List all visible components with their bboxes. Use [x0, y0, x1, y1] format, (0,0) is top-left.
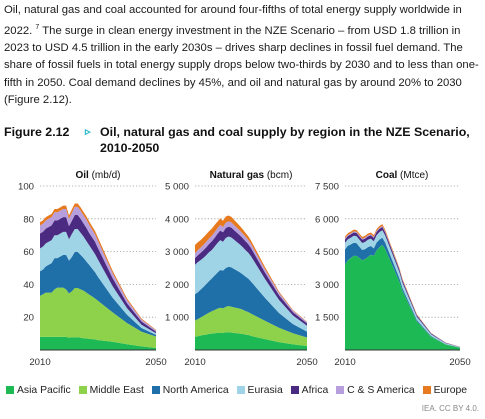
charts-panel: 20 40 60 80 100 2010 2050 Oil (mb/d) 1 000 2 000 3…	[18, 170, 471, 368]
figure-arrow-icon: ▹	[85, 126, 91, 138]
legend-item-middle-east: Middle East	[78, 385, 144, 396]
legend-label: Middle East	[89, 385, 144, 396]
y-tick-label: 1 500	[315, 313, 339, 324]
chart-title-name: Coal	[376, 170, 398, 181]
area-africa	[195, 226, 307, 326]
legend-item-cs-america: C & S America	[336, 385, 415, 396]
y-tick-label: 40	[23, 280, 34, 291]
area-africa	[40, 215, 156, 334]
chart-natural-gas: 1 000 2 000 3 000 4 000 5 000 2010 2050 Natural…	[165, 170, 318, 368]
legend-swatch	[290, 386, 299, 394]
paragraph-text-rest: The surge in clean energy investment in …	[4, 24, 479, 106]
y-tick-label: 7 500	[315, 182, 339, 193]
x-tick-label: 2010	[29, 357, 50, 368]
legend-item-asia-pacific: Asia Pacific	[6, 385, 71, 396]
legend-item-europe: Europe	[422, 385, 468, 396]
legend-label: Eurasia	[247, 385, 283, 396]
footnote-ref[interactable]: 7	[35, 24, 40, 32]
chart-title-name: Oil	[75, 170, 89, 181]
y-tick-label: 100	[18, 182, 34, 193]
legend-label: Africa	[301, 385, 329, 396]
x-tick-label: 2010	[184, 357, 205, 368]
y-tick-label: 4 000	[165, 214, 189, 225]
y-tick-label: 80	[23, 214, 34, 225]
chart-title: Oil (mb/d)	[75, 170, 120, 181]
figure-title: Oil, natural gas and coal supply by regi…	[100, 125, 470, 155]
y-tick-label: 4 500	[315, 247, 339, 258]
legend-label: Europe	[433, 385, 468, 396]
chart-title-name: Natural gas	[210, 170, 265, 181]
credit-text: IEA. CC BY 4.0.	[421, 404, 479, 413]
y-tick-label: 3 000	[315, 280, 339, 291]
area-north-america	[345, 237, 460, 348]
area-asia-pacific	[40, 336, 156, 350]
legend-label: North America	[162, 385, 229, 396]
chart-title: Natural gas (bcm)	[210, 170, 293, 181]
area-asia-pacific	[195, 332, 307, 350]
area-north-america	[40, 251, 156, 337]
y-tick-label: 6 000	[315, 214, 339, 225]
y-tick-label: 20	[23, 313, 34, 324]
area-eurasia	[195, 236, 307, 332]
area-north-america	[195, 266, 307, 338]
area-c-s-america	[40, 206, 156, 332]
legend-item-eurasia: Eurasia	[236, 385, 283, 396]
y-tick-label: 60	[23, 247, 34, 258]
legend-swatch	[78, 386, 87, 394]
legend-item-north-america: North America	[151, 385, 229, 396]
legend-swatch	[422, 386, 431, 394]
legend-swatch	[336, 386, 345, 394]
legend: Asia Pacific Middle East North America E…	[6, 385, 485, 399]
legend-swatch	[236, 386, 245, 394]
legend-item-africa: Africa	[290, 385, 329, 396]
x-tick-label: 2010	[334, 357, 355, 368]
paragraph-text-start: Oil, natural gas and coal accounted for …	[4, 4, 462, 37]
y-tick-label: 5 000	[165, 182, 189, 193]
area-eurasia	[40, 228, 156, 335]
x-tick-label: 2050	[449, 357, 470, 368]
legend-label: Asia Pacific	[17, 385, 71, 396]
y-tick-label: 1 000	[165, 313, 189, 324]
legend-swatch	[151, 386, 160, 394]
chart-title-unit: (mb/d)	[89, 170, 121, 181]
chart-coal: 1 500 3 000 4 500 6 000 7 500 2010 2050 Coal (M…	[315, 170, 471, 368]
body-paragraph: Oil, natural gas and coal accounted for …	[4, 2, 480, 109]
figure-label: Figure 2.12	[4, 125, 70, 139]
area-eurasia	[345, 230, 460, 348]
y-tick-label: 2 000	[165, 280, 189, 291]
chart-oil: 20 40 60 80 100 2010 2050 Oil (mb/d)	[18, 170, 167, 368]
legend-label: C & S America	[347, 385, 415, 396]
chart-title-unit: (Mtce)	[397, 170, 428, 181]
legend-swatch	[6, 386, 14, 394]
y-tick-label: 3 000	[165, 247, 189, 258]
area-asia-pacific	[345, 245, 460, 350]
area-europe	[40, 203, 156, 331]
area-c-s-america	[195, 221, 307, 324]
chart-title-unit: (bcm)	[264, 170, 292, 181]
chart-title: Coal (Mtce)	[376, 170, 429, 181]
area-middle-east	[195, 306, 307, 347]
x-tick-label: 2050	[145, 357, 166, 368]
x-tick-label: 2050	[296, 357, 317, 368]
area-middle-east	[40, 287, 156, 349]
